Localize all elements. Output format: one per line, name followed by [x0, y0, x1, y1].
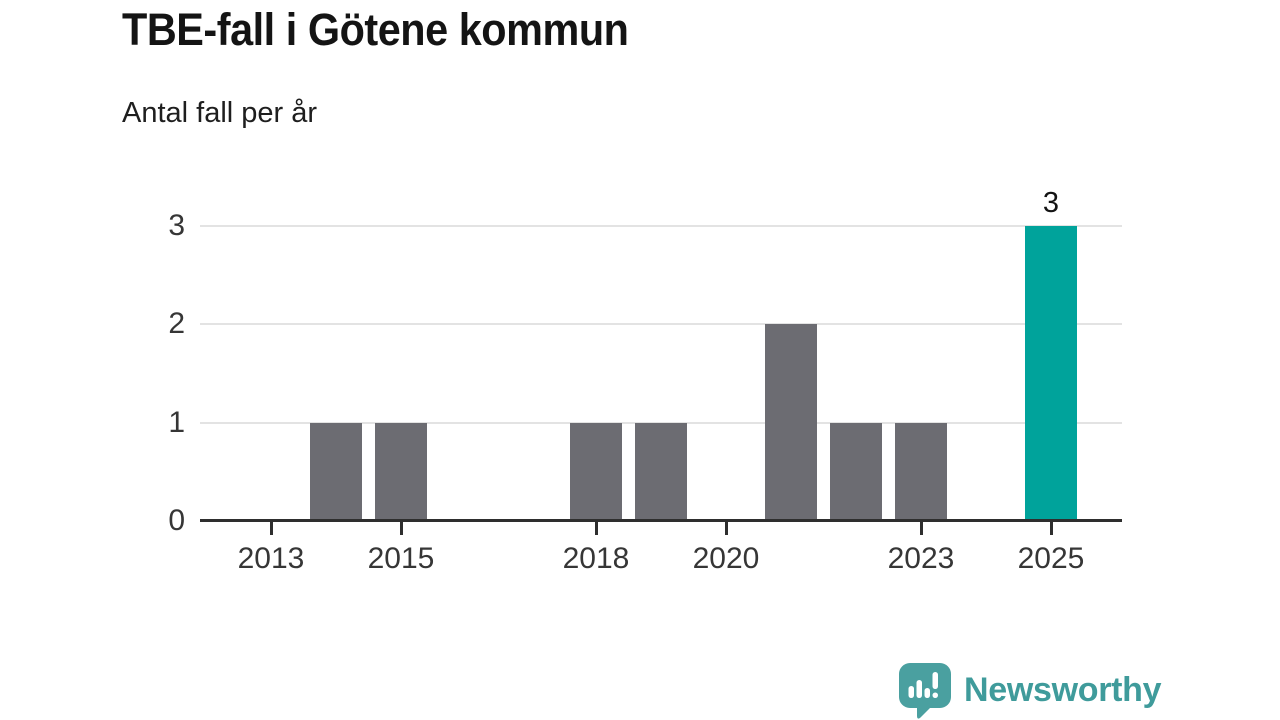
x-axis-line	[200, 519, 1122, 522]
x-tick-label-2025: 2025	[1017, 542, 1085, 575]
newsworthy-logo-text: Newsworthy	[964, 670, 1162, 709]
bar-2018	[570, 423, 622, 521]
x-tick-label-2018: 2018	[562, 542, 630, 575]
gridline-y-2	[200, 323, 1122, 325]
x-tick-2013	[270, 522, 273, 535]
y-tick-label-3: 3	[168, 209, 185, 242]
y-tick-label-2: 2	[168, 307, 185, 340]
x-tick-2020	[725, 522, 728, 535]
chart-subtitle: Antal fall per år	[122, 97, 318, 129]
bar-2022	[830, 423, 882, 521]
bar-2014	[310, 423, 362, 521]
bar-2015	[375, 423, 427, 521]
bar-2023	[895, 423, 947, 521]
y-tick-label-0: 0	[168, 504, 185, 537]
x-tick-2018	[595, 522, 598, 535]
x-tick-label-2020: 2020	[692, 542, 760, 575]
newsworthy-logo-icon	[899, 663, 951, 719]
newsworthy-logo: Newsworthy	[896, 661, 1162, 719]
bar-2025	[1025, 226, 1077, 521]
x-tick-2015	[400, 522, 403, 535]
chart-title: TBE-fall i Götene kommun	[122, 4, 629, 55]
x-tick-label-2015: 2015	[367, 542, 435, 575]
bar-2019	[635, 423, 687, 521]
gridline-y-3	[200, 225, 1122, 227]
x-tick-2023	[920, 522, 923, 535]
bar-value-label-2025: 3	[1042, 187, 1060, 219]
bar-2021	[765, 324, 817, 521]
x-tick-label-2013: 2013	[237, 542, 305, 575]
x-tick-label-2023: 2023	[887, 542, 955, 575]
x-tick-2025	[1050, 522, 1053, 535]
y-tick-label-1: 1	[168, 406, 185, 439]
